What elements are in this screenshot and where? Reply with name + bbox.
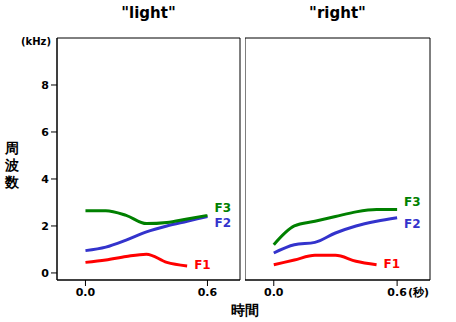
html-text:数: 数 xyxy=(5,174,19,190)
html-text:(kHz): (kHz) xyxy=(21,36,51,47)
svg-text:4: 4 xyxy=(41,173,49,186)
svg-text:F2: F2 xyxy=(214,216,231,230)
html-text:周: 周 xyxy=(5,140,19,156)
svg-text:8: 8 xyxy=(41,79,49,92)
svg-text:0.0: 0.0 xyxy=(264,286,284,299)
svg-text:0.6: 0.6 xyxy=(198,286,218,299)
svg-text:2: 2 xyxy=(41,220,49,233)
svg-text:0.6: 0.6 xyxy=(387,286,407,299)
svg-text:6: 6 xyxy=(41,126,49,139)
html-text:(秒): (秒) xyxy=(408,286,430,299)
svg-text:0: 0 xyxy=(41,267,49,280)
svg-text:F1: F1 xyxy=(384,257,401,271)
html-text:"right": "right" xyxy=(309,4,366,22)
svg-text:F2: F2 xyxy=(404,217,421,231)
svg-text:F3: F3 xyxy=(404,195,421,209)
html-text:波: 波 xyxy=(5,157,19,173)
html-text:時間: 時間 xyxy=(231,302,259,318)
svg-text:F1: F1 xyxy=(194,258,211,272)
svg-text:F3: F3 xyxy=(214,201,231,215)
html-text:"light": "light" xyxy=(121,4,176,22)
svg-text:0.0: 0.0 xyxy=(76,286,96,299)
